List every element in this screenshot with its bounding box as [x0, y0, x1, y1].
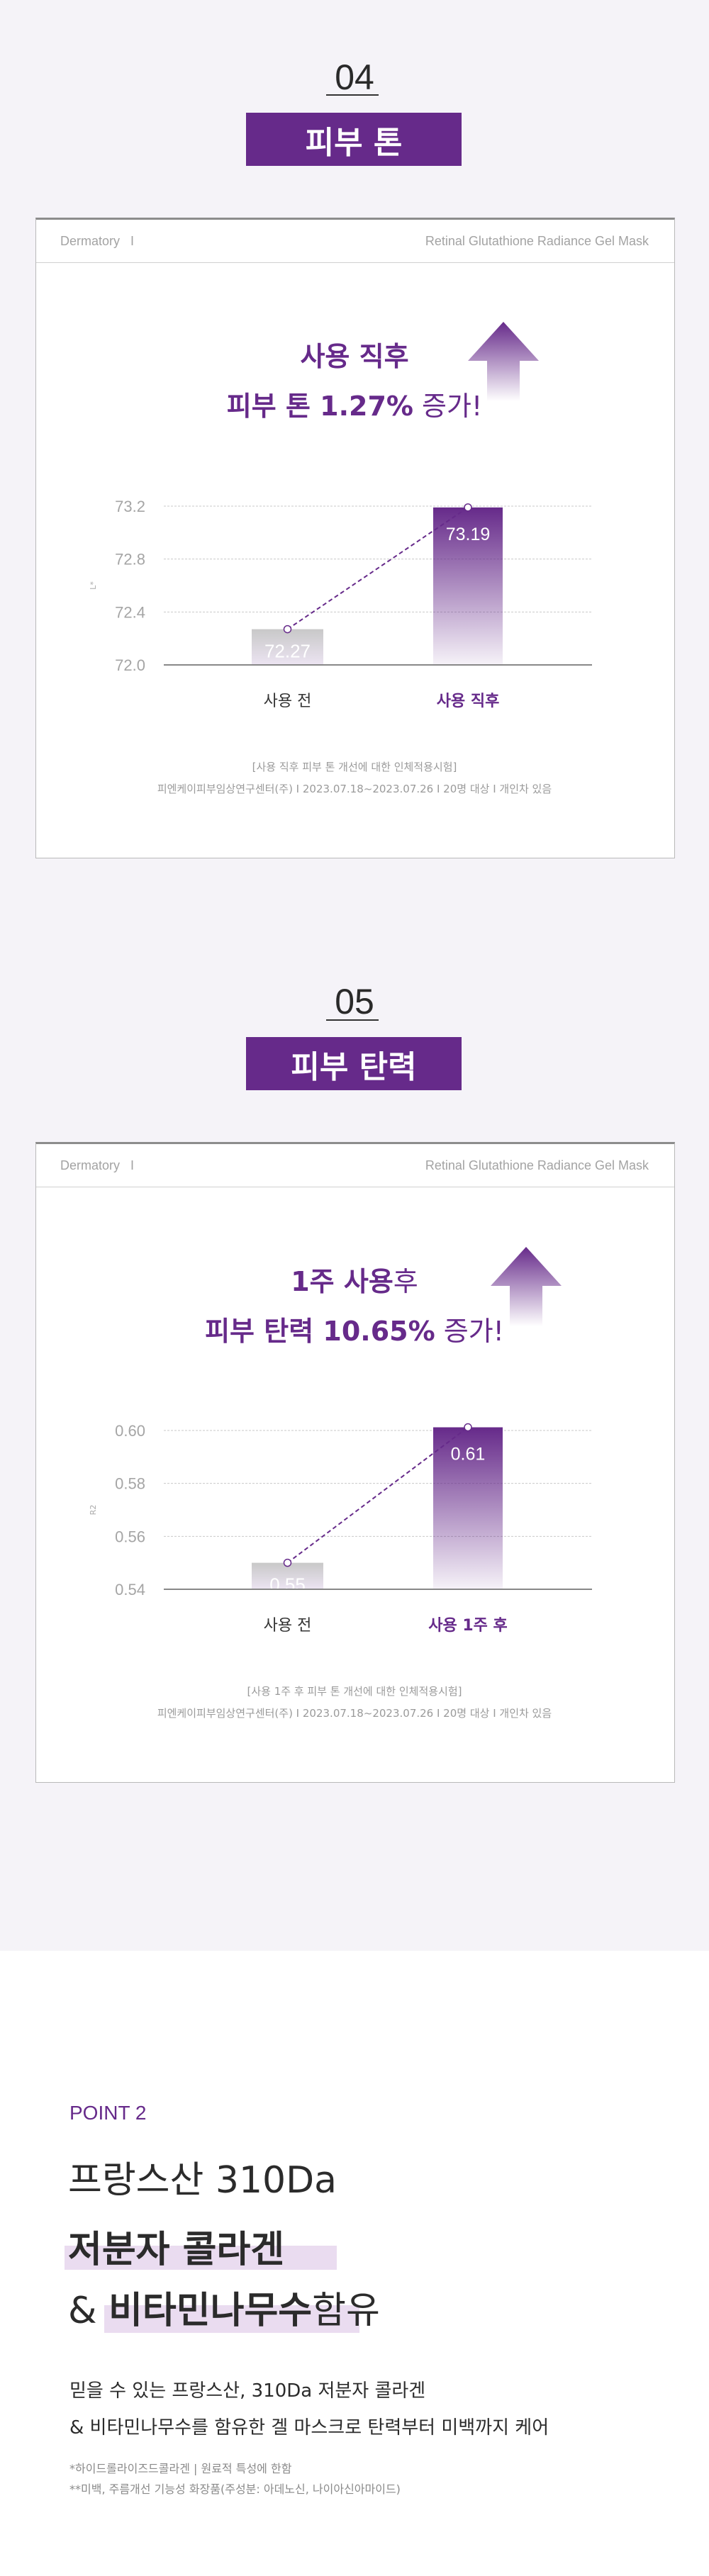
x-category-label: 사용 전: [264, 1617, 312, 1635]
headline: 사용 직후 피부 톤 1.27% 증가!: [0, 340, 709, 422]
bar-after: [433, 1427, 503, 1589]
headline-line2-bold: 피부 탄력 10.65%: [205, 1316, 435, 1347]
source-title: [사용 1주 후 피부 톤 개선에 대한 인체적용시험]: [247, 1685, 462, 1698]
source-detail: 피엔케이피부임상연구센터(주) I 2023.07.18~2023.07.26 …: [157, 783, 552, 795]
point-label: POINT 2: [69, 2102, 147, 2124]
section-number-underline: [326, 1019, 379, 1021]
card-brand: Dermatory I: [60, 1158, 135, 1172]
title-highlight: [104, 2305, 359, 2333]
headline-line2-regular: 증가!: [413, 391, 483, 422]
dashed-connector-line: [286, 1426, 469, 1564]
y-tick-label: 0.58: [115, 1475, 145, 1493]
dashed-connector-line: [286, 507, 469, 630]
footnote: **미백, 주름개선 기능성 화장품(주성분: 아데노신, 나이아신아마이드): [69, 2482, 401, 2496]
y-tick-label: 0.54: [115, 1581, 145, 1598]
chart-card: Dermatory I Retinal Glutathione Radiance…: [35, 1142, 675, 1783]
section-number: 04: [335, 57, 374, 97]
point-title-line1: 프랑스산 310Da: [68, 2159, 337, 2202]
skin-elasticity-bar-chart: 0.54 0.56 0.58 0.60 R2 0.55 사용 전 0.61 사용 1주 후: [89, 1422, 592, 1635]
headline-line1-bold: 사용 직후: [300, 341, 409, 372]
point-body-line2: & 비타민나무수를 함유한 겔 마스크로 탄력부터 미백까지 케어: [69, 2417, 549, 2438]
data-point-marker: [464, 1423, 472, 1432]
data-point-marker: [283, 625, 292, 634]
y-tick-label: 72.8: [115, 551, 145, 569]
headline-line2-bold: 피부 톤 1.27%: [226, 391, 413, 422]
arrow-up-gradient-icon: [468, 322, 539, 401]
point-body-line1: 믿을 수 있는 프랑스산, 310Da 저분자 콜라겐: [69, 2380, 426, 2402]
data-point-marker: [464, 503, 472, 512]
y-axis-label: R2: [89, 1505, 98, 1516]
y-tick-label: 72.0: [115, 656, 145, 674]
bar-value-label: 0.61: [451, 1445, 486, 1465]
card-header: Dermatory I Retinal Glutathione Radiance…: [36, 220, 674, 263]
card-product: Retinal Glutathione Radiance Gel Mask: [425, 1158, 649, 1172]
title-highlight-text: 비타민나무수: [108, 2290, 313, 2332]
bar-before: [252, 1562, 323, 1589]
bar-value-label: 73.19: [446, 525, 491, 544]
section-badge: 피부 탄력: [246, 1037, 462, 1090]
bar-before: [252, 629, 323, 665]
y-tick-label: 0.60: [115, 1422, 145, 1440]
headline-line2-regular: 증가!: [435, 1316, 504, 1347]
chart-card: Dermatory I Retinal Glutathione Radiance…: [35, 218, 675, 858]
y-tick-label: 73.2: [115, 498, 145, 515]
bar-after: [433, 507, 503, 665]
card-header: Dermatory I Retinal Glutathione Radiance…: [36, 1144, 674, 1187]
data-point-marker: [283, 1558, 292, 1567]
title-prefix: &: [68, 2290, 109, 2332]
title-highlight: [65, 2246, 337, 2270]
x-category-label: 사용 전: [264, 693, 312, 710]
x-category-label: 사용 1주 후: [428, 1617, 508, 1635]
y-axis-label: L*: [89, 581, 98, 590]
title-suffix: 함유: [312, 2290, 380, 2332]
headline-line1-bold: 1주 사용: [291, 1266, 393, 1297]
section-number: 05: [335, 982, 374, 1021]
bar-value-label: 0.55: [269, 1574, 306, 1596]
y-tick-label: 0.56: [115, 1528, 145, 1545]
footnote: *하이드롤라이즈드콜라겐 | 원료적 특성에 한함: [69, 2462, 292, 2475]
skin-tone-bar-chart: 72.0 72.4 72.8 73.2 L* 72.27 사용 전 73.19 사용 직후: [89, 498, 592, 710]
arrow-up-gradient-icon: [491, 1247, 562, 1326]
card-product: Retinal Glutathione Radiance Gel Mask: [425, 234, 649, 248]
card-brand: Dermatory I: [60, 234, 135, 248]
point-title-line3: & 비타민나무수함유: [68, 2290, 380, 2332]
y-tick-label: 72.4: [115, 603, 145, 621]
headline-line1-regular: 후: [393, 1266, 418, 1297]
section-badge: 피부 톤: [246, 113, 462, 166]
source-detail: 피엔케이피부임상연구센터(주) I 2023.07.18~2023.07.26 …: [157, 1707, 552, 1720]
headline: 1주 사용후 피부 탄력 10.65% 증가!: [0, 1265, 709, 1348]
source-title: [사용 직후 피부 톤 개선에 대한 인체적용시험]: [252, 761, 457, 773]
bar-value-label: 72.27: [264, 641, 311, 662]
point-title-line2: 저분자 콜라겐: [68, 2229, 285, 2271]
x-category-label: 사용 직후: [437, 693, 500, 710]
section-number-underline: [326, 94, 379, 96]
